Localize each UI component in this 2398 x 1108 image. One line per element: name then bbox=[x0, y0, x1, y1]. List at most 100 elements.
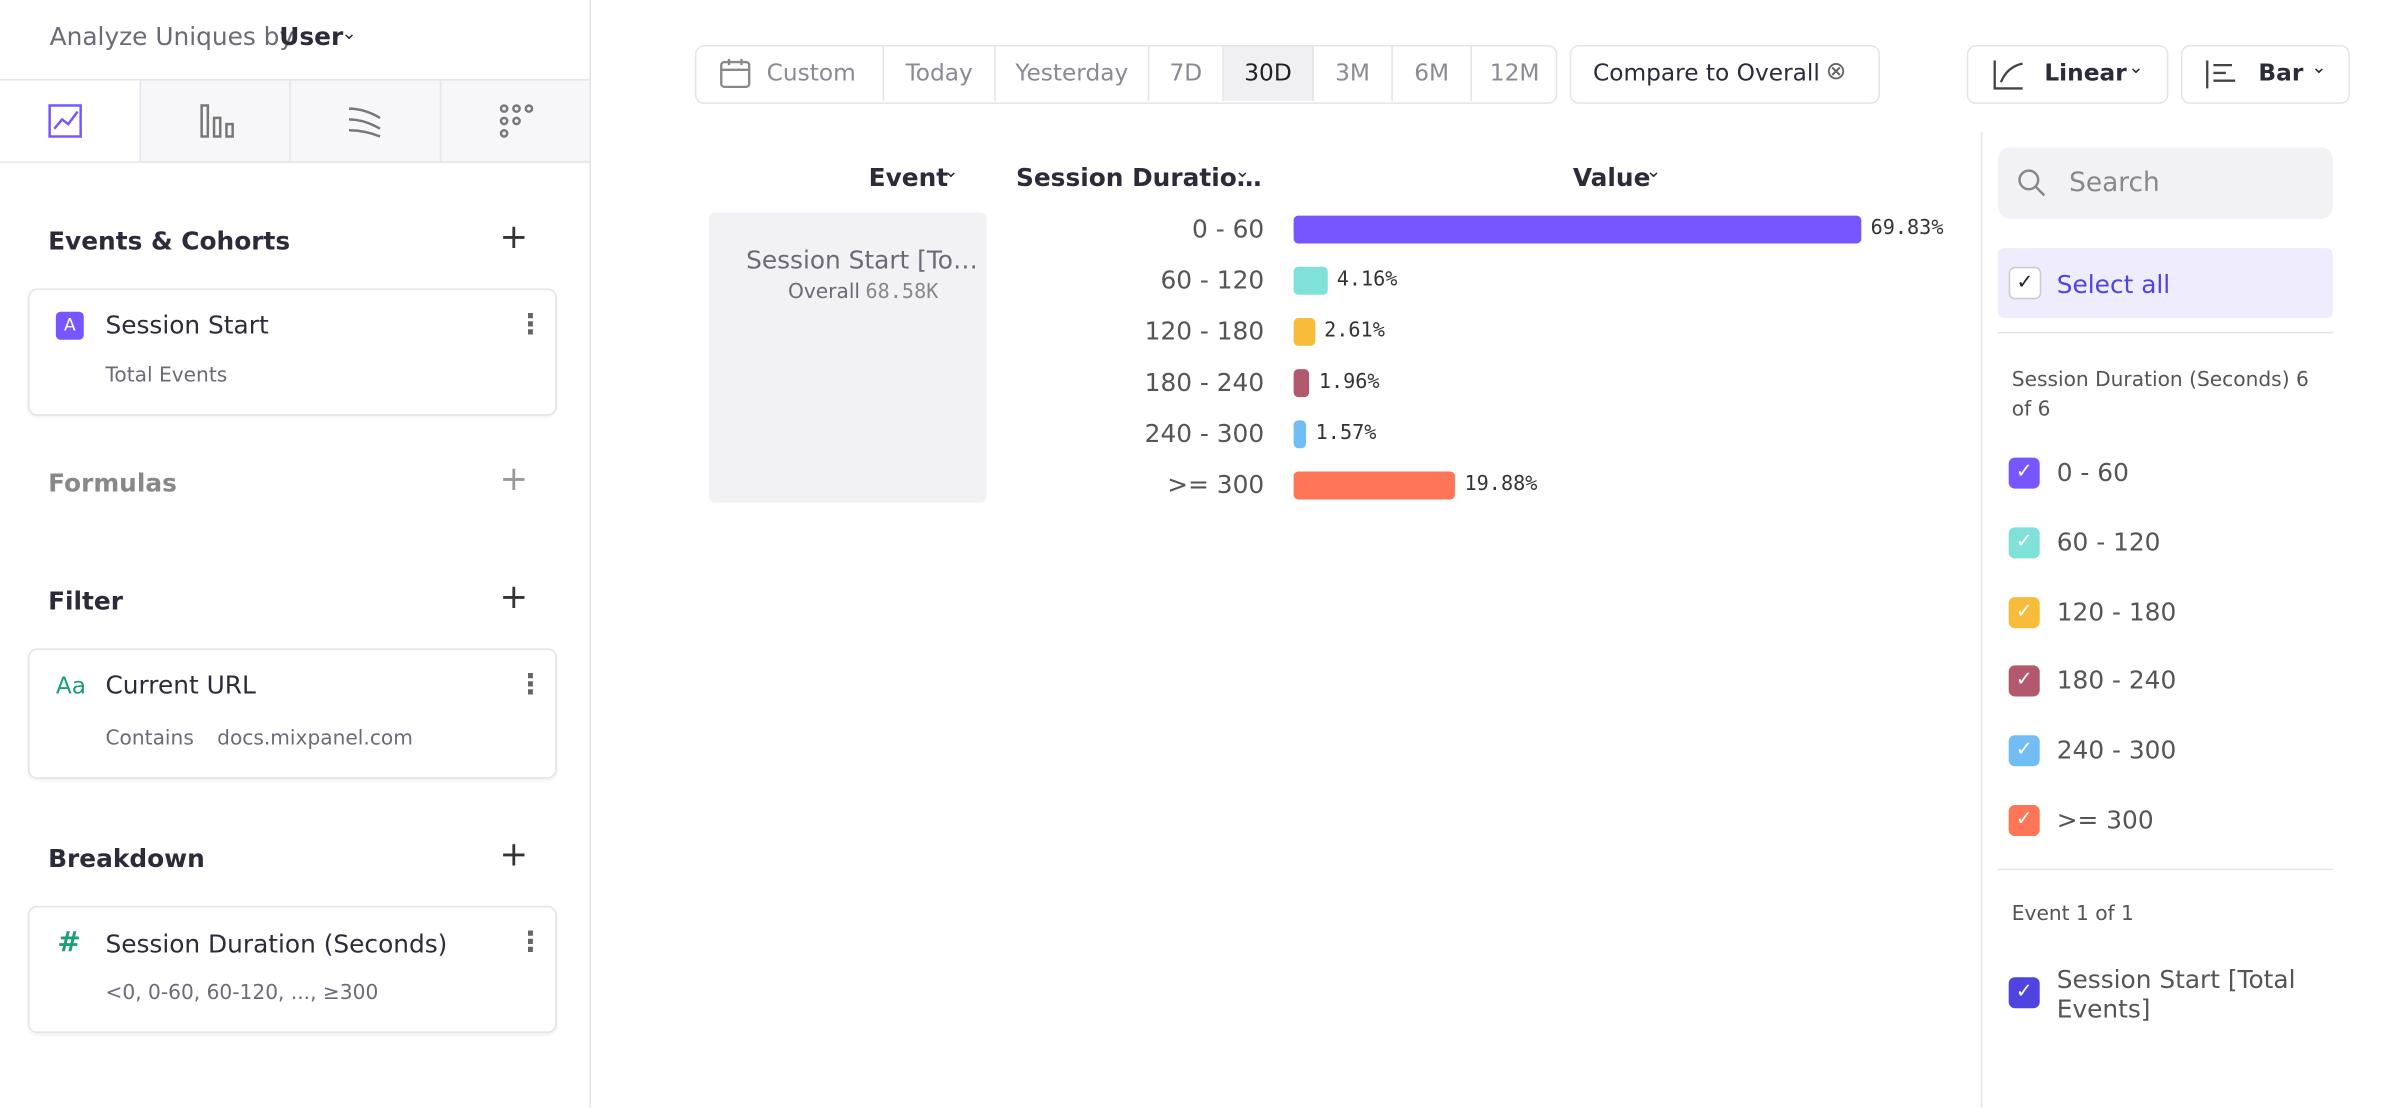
bar bbox=[1293, 369, 1310, 398]
search-box[interactable] bbox=[1997, 147, 2333, 219]
add-button[interactable]: + bbox=[499, 836, 529, 875]
legend-label: 180 - 240 bbox=[2056, 666, 2177, 696]
checkbox[interactable]: ✓ bbox=[2008, 805, 2040, 837]
search-placeholder: Search bbox=[2069, 167, 2160, 199]
filter-value: docs.mixpanel.com bbox=[217, 727, 413, 751]
bar bbox=[1293, 471, 1456, 500]
group-title: Session Duration (Seconds) 6 of 6 bbox=[2011, 369, 2309, 422]
analyze-value[interactable]: User bbox=[279, 21, 344, 52]
value-label: 2.61% bbox=[1324, 319, 1385, 343]
breakdown-card[interactable] bbox=[27, 905, 557, 1034]
column-header[interactable]: Session Duratio… bbox=[1015, 162, 1262, 193]
filter-name: Current URL bbox=[105, 670, 256, 700]
checkbox[interactable]: ✓ bbox=[2008, 977, 2040, 1009]
checkbox[interactable]: ✓ bbox=[2008, 527, 2040, 559]
chart-kind-button[interactable] bbox=[2180, 44, 2350, 104]
menu[interactable]: ⋮ bbox=[516, 668, 545, 702]
event-cell-total: 68.58K bbox=[865, 280, 939, 305]
add-button[interactable]: + bbox=[499, 460, 529, 500]
search-icon bbox=[2018, 169, 2046, 197]
checkbox[interactable]: ✓ bbox=[2008, 666, 2040, 698]
column-header[interactable]: Value bbox=[1572, 162, 1651, 193]
filter-operator: Contains bbox=[105, 727, 194, 751]
event-item: Session Start [Total Events] bbox=[2056, 964, 2296, 1024]
checkbox[interactable]: ✓ bbox=[2008, 735, 2040, 767]
value-label: 69.83% bbox=[1870, 217, 1944, 241]
filter-card[interactable] bbox=[27, 648, 557, 779]
tab-active[interactable] bbox=[0, 80, 142, 162]
date-range-button[interactable]: 3M bbox=[1314, 46, 1393, 101]
chevron: ⌄ bbox=[2128, 55, 2144, 78]
date-range-button[interactable]: 12M bbox=[1489, 58, 1540, 87]
chevron: ⌄ bbox=[1234, 159, 1251, 182]
event-card[interactable] bbox=[27, 288, 557, 416]
scale-label: Linear bbox=[2044, 58, 2127, 87]
scale-icon bbox=[1993, 60, 2023, 90]
legend-label: 240 - 300 bbox=[2056, 735, 2177, 765]
divider bbox=[1980, 131, 1983, 1108]
event-detail: Total Events bbox=[105, 364, 228, 388]
category-label: 60 - 120 bbox=[1160, 265, 1265, 295]
group-title: Event 1 of 1 bbox=[2011, 902, 2134, 927]
date-range-button[interactable]: 7D bbox=[1149, 46, 1224, 101]
value-label: 19.88% bbox=[1464, 473, 1538, 497]
date-range-group bbox=[694, 44, 1558, 104]
legend-label: 120 - 180 bbox=[2056, 596, 2177, 627]
compare-button[interactable] bbox=[1569, 44, 1880, 104]
chevron: ⌄ bbox=[341, 21, 357, 44]
tab-icons[interactable] bbox=[140, 80, 590, 162]
compare-label: Compare to Overall bbox=[1592, 58, 1820, 87]
clear-icon[interactable]: ⊗ bbox=[1825, 55, 1847, 86]
bar bbox=[1293, 420, 1307, 449]
column-header[interactable]: Event bbox=[868, 162, 949, 193]
checkbox[interactable]: ✓ bbox=[2008, 457, 2040, 489]
section-title: Filter bbox=[48, 586, 123, 616]
bar bbox=[1293, 317, 1315, 346]
value-label: 4.16% bbox=[1336, 268, 1398, 292]
add-button[interactable]: + bbox=[499, 218, 529, 258]
select-all-label: Select all bbox=[2056, 269, 2171, 300]
category-label: 180 - 240 bbox=[1144, 367, 1265, 398]
date-range-button[interactable]: 6M bbox=[1393, 46, 1472, 101]
insights-icon bbox=[48, 104, 82, 138]
date-range-button[interactable]: Today bbox=[884, 46, 996, 101]
checkbox[interactable]: ✓ bbox=[2008, 266, 2042, 300]
section-title[interactable]: Events & Cohorts bbox=[48, 226, 291, 256]
analyze-label: Analyze Uniques by bbox=[49, 21, 295, 52]
breakdown-badge: # bbox=[57, 926, 81, 959]
section-title: Breakdown bbox=[48, 843, 205, 874]
bar bbox=[1293, 266, 1328, 295]
checkbox[interactable]: ✓ bbox=[2008, 596, 2040, 628]
chevron: ⌄ bbox=[1645, 159, 1662, 182]
breakdown-detail: <0, 0-60, 60-120, ..., ≥300 bbox=[105, 981, 379, 1006]
select-all-row[interactable] bbox=[1997, 248, 2333, 318]
legend-label: 60 - 120 bbox=[2056, 527, 2161, 557]
event-badge: A bbox=[55, 311, 84, 340]
chevron: ⌄ bbox=[2311, 55, 2327, 78]
category-label: 240 - 300 bbox=[1144, 418, 1265, 449]
menu[interactable]: ⋮ bbox=[516, 926, 545, 959]
bar bbox=[1293, 215, 1862, 244]
legend-label: 0 - 60 bbox=[2056, 457, 2129, 488]
menu[interactable]: ⋮ bbox=[516, 308, 545, 342]
value-label: 1.96% bbox=[1318, 370, 1380, 394]
category-label: 120 - 180 bbox=[1144, 316, 1265, 346]
date-range-button[interactable]: 30D bbox=[1223, 46, 1314, 101]
legend-label: >= 300 bbox=[2056, 805, 2154, 835]
category-label: >= 300 bbox=[1167, 469, 1265, 500]
date-range-button[interactable]: Custom bbox=[696, 46, 885, 101]
category-label: 0 - 60 bbox=[1192, 214, 1265, 244]
divider bbox=[1997, 868, 2333, 871]
chevron: ⌄ bbox=[943, 159, 959, 182]
date-range-button[interactable]: Yesterday bbox=[996, 46, 1150, 101]
scale-button[interactable] bbox=[1966, 44, 2169, 104]
section-title[interactable]: Formulas bbox=[48, 468, 177, 498]
add-button[interactable]: + bbox=[499, 578, 529, 618]
filter-badge: Aa bbox=[55, 671, 87, 700]
breakdown-name: Session Duration (Seconds) bbox=[105, 929, 448, 959]
calendar-icon bbox=[720, 57, 751, 89]
value-label: 1.57% bbox=[1315, 421, 1377, 446]
event-cell-sub: Overall bbox=[787, 280, 861, 305]
